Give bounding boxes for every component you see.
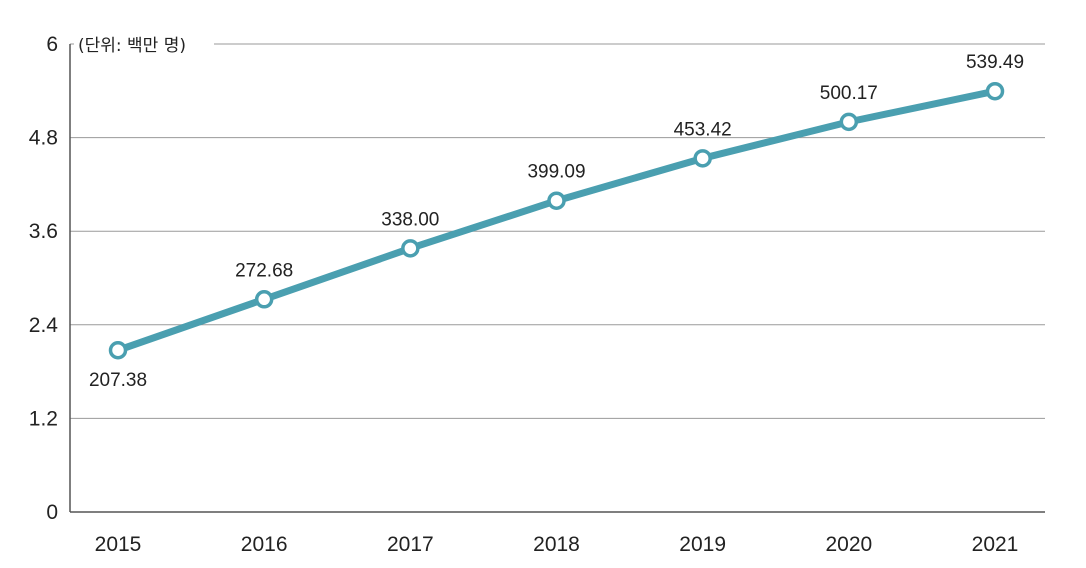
data-label: 500.17 bbox=[820, 83, 878, 104]
data-point bbox=[693, 149, 712, 168]
y-tick-label: 4.8 bbox=[29, 127, 58, 150]
unit-label: (단위: 백만 명) bbox=[78, 36, 186, 56]
data-label: 539.49 bbox=[966, 52, 1024, 73]
x-tick-label: 2016 bbox=[241, 533, 288, 556]
data-point bbox=[254, 290, 274, 309]
data-label: 207.38 bbox=[89, 370, 147, 391]
y-tick-label: 1.2 bbox=[29, 407, 58, 430]
data-label: 399.09 bbox=[527, 162, 585, 183]
gridlines bbox=[70, 43, 1045, 419]
data-point bbox=[401, 239, 420, 258]
y-tick-labels: 0 1.2 2.4 3.6 4.8 6 bbox=[29, 33, 59, 524]
data-points bbox=[108, 81, 1005, 360]
x-tick-label: 2020 bbox=[825, 533, 872, 556]
x-tick-labels: 2015 2016 2017 2018 2019 2020 2021 bbox=[95, 533, 1019, 556]
unit-label-bg bbox=[74, 30, 214, 58]
data-point bbox=[108, 340, 128, 360]
y-tick-label: 3.6 bbox=[29, 220, 58, 243]
y-tick-label: 2.4 bbox=[29, 314, 59, 337]
x-tick-label: 2018 bbox=[533, 533, 580, 556]
data-label: 453.42 bbox=[674, 119, 732, 140]
data-point bbox=[985, 81, 1005, 101]
x-tick-label: 2019 bbox=[679, 533, 726, 556]
y-tick-label: 6 bbox=[46, 33, 58, 56]
x-tick-label: 2017 bbox=[387, 533, 434, 556]
x-tick-label: 2021 bbox=[972, 533, 1019, 556]
data-point bbox=[547, 191, 566, 210]
series-line bbox=[114, 87, 999, 354]
x-tick-label: 2015 bbox=[95, 533, 142, 556]
data-labels: 207.38 272.68 338.00 399.09 453.42 500.17 539.… bbox=[89, 52, 1024, 391]
data-point bbox=[839, 112, 859, 132]
data-label: 338.00 bbox=[381, 209, 439, 230]
y-tick-label: 0 bbox=[46, 501, 58, 524]
data-label: 272.68 bbox=[235, 260, 293, 281]
